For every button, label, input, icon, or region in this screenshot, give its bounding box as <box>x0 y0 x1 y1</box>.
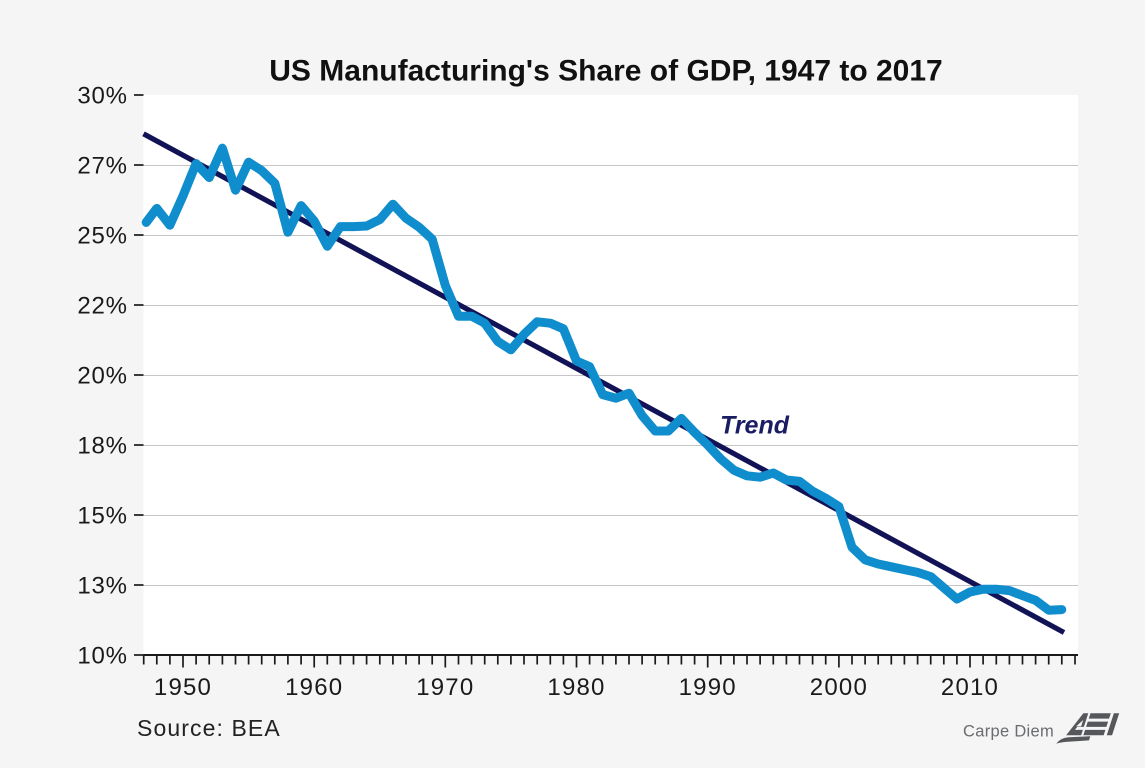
svg-text:1960: 1960 <box>285 674 343 701</box>
svg-text:22%: 22% <box>77 293 127 320</box>
svg-text:13%: 13% <box>77 573 127 600</box>
svg-text:Source: BEA: Source: BEA <box>137 715 281 741</box>
svg-text:25%: 25% <box>77 223 127 250</box>
svg-text:2010: 2010 <box>941 674 999 701</box>
svg-text:1970: 1970 <box>416 674 474 701</box>
svg-text:2000: 2000 <box>810 674 868 701</box>
svg-text:1990: 1990 <box>679 674 737 701</box>
svg-text:18%: 18% <box>77 433 127 460</box>
svg-text:27%: 27% <box>77 153 127 180</box>
svg-text:1950: 1950 <box>154 674 212 701</box>
svg-text:15%: 15% <box>77 503 127 530</box>
svg-text:Trend: Trend <box>720 412 790 440</box>
svg-text:1980: 1980 <box>547 674 605 701</box>
svg-text:US Manufacturing's Share of GD: US Manufacturing's Share of GDP, 1947 to… <box>269 55 942 88</box>
svg-text:Carpe Diem: Carpe Diem <box>963 723 1054 741</box>
svg-text:30%: 30% <box>77 83 127 110</box>
svg-text:10%: 10% <box>77 643 127 670</box>
svg-text:20%: 20% <box>77 363 127 390</box>
